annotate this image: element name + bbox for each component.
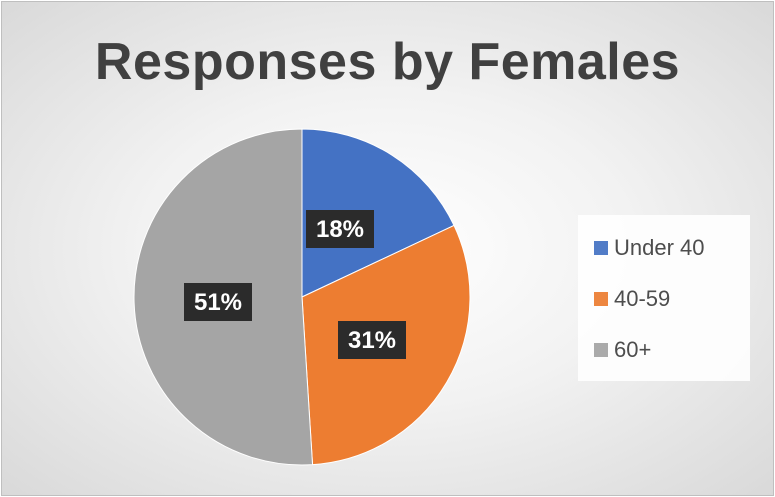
legend-label-40-59: 40-59 xyxy=(614,286,671,311)
legend: Under 40 40-59 60+ xyxy=(578,215,750,381)
legend-item-40-59: 40-59 xyxy=(594,284,670,314)
data-label-40-59: 31% xyxy=(338,321,406,359)
legend-item-60-plus: 60+ xyxy=(594,335,651,365)
pie-slice-under-40 xyxy=(301,128,455,298)
legend-label-under-40: Under 40 xyxy=(614,235,705,260)
data-label-text-40-59: 31% xyxy=(348,327,396,354)
data-label-under-40: 18% xyxy=(306,210,374,248)
legend-swatch-60-plus xyxy=(594,343,608,357)
data-label-text-under-40: 18% xyxy=(316,216,364,243)
legend-swatch-under-40 xyxy=(594,241,608,255)
legend-label-60-plus: 60+ xyxy=(614,337,652,362)
data-label-box-60-plus xyxy=(184,283,252,321)
data-label-box-40-59 xyxy=(338,321,406,359)
legend-swatch-40-59 xyxy=(594,292,608,306)
data-label-60-plus: 51% xyxy=(184,283,252,321)
data-label-text-60-plus: 51% xyxy=(194,289,242,316)
legend-item-under-40: Under 40 xyxy=(594,233,705,263)
data-label-box-under-40 xyxy=(306,210,374,248)
chart-title: Responses by Females xyxy=(94,33,681,91)
